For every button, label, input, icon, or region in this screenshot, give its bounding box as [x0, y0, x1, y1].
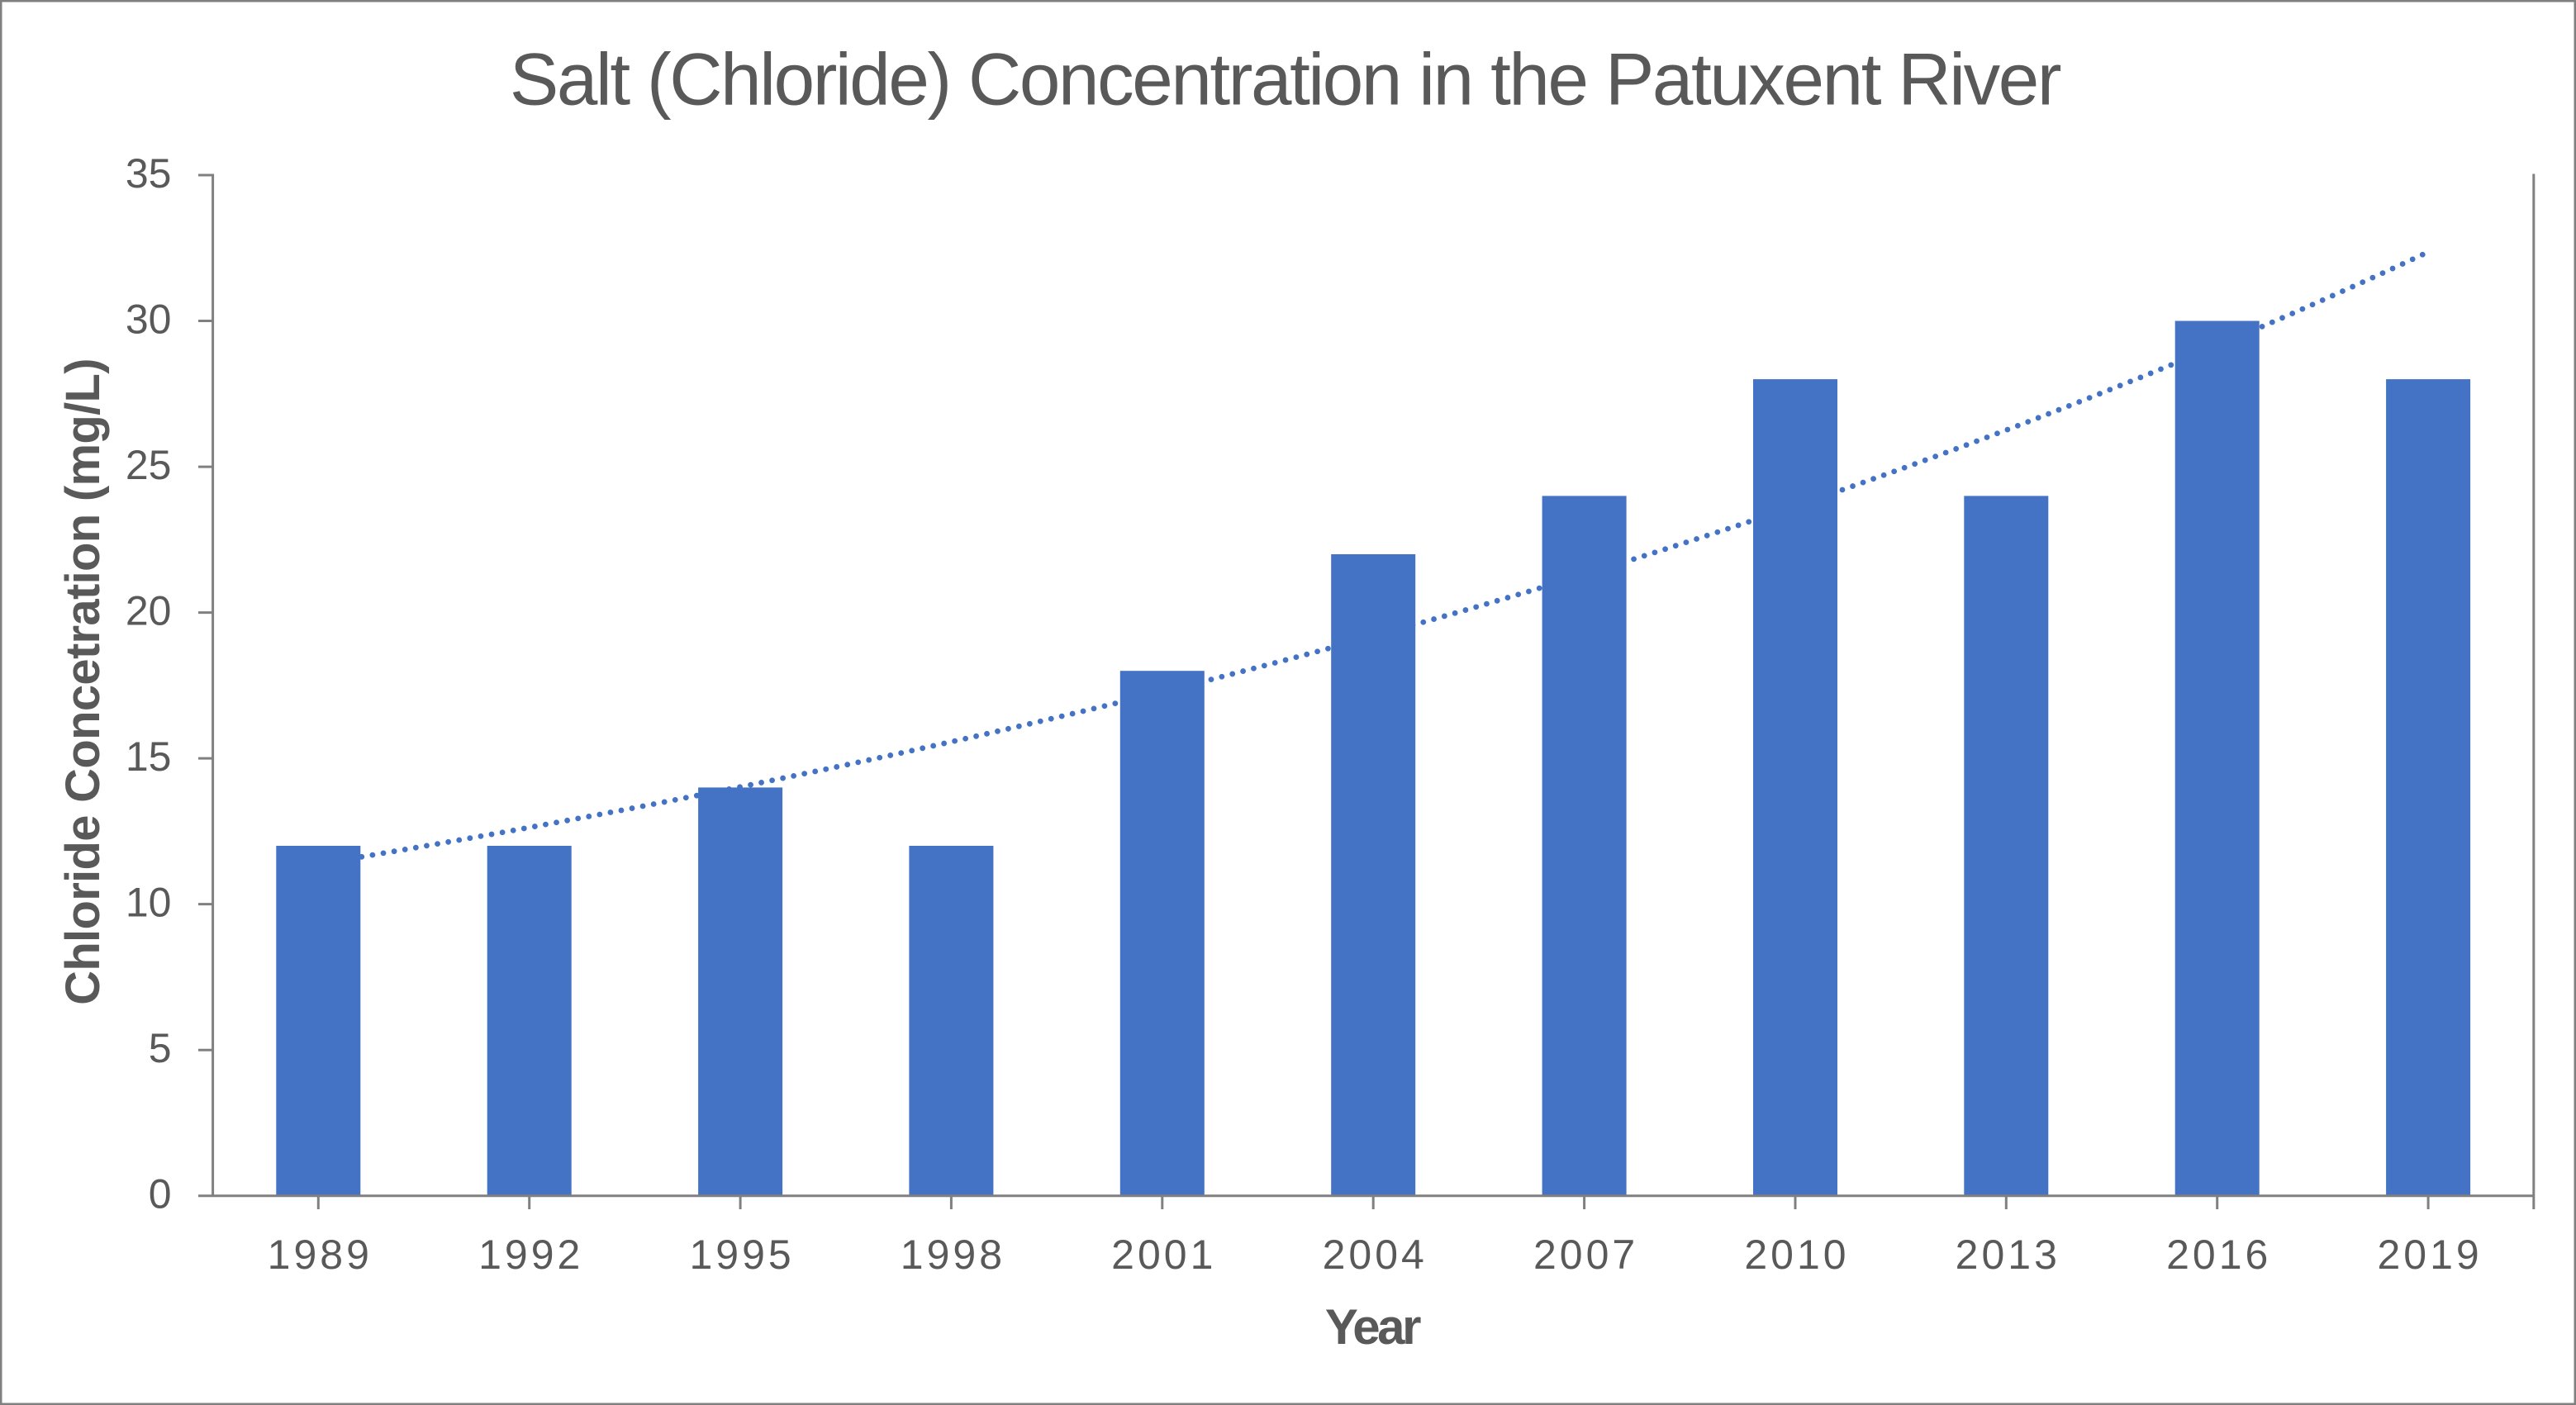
svg-text:2013: 2013 — [1956, 1232, 2060, 1278]
svg-text:1992: 1992 — [478, 1232, 583, 1278]
svg-text:Year: Year — [1325, 1299, 1421, 1355]
svg-text:2010: 2010 — [1744, 1232, 1849, 1278]
svg-text:2001: 2001 — [1111, 1232, 1216, 1278]
svg-text:2004: 2004 — [1323, 1232, 1428, 1278]
svg-text:10: 10 — [126, 880, 172, 926]
svg-text:2007: 2007 — [1533, 1232, 1638, 1278]
svg-text:Chloride Concetration (mg/L): Chloride Concetration (mg/L) — [56, 358, 110, 1005]
svg-text:15: 15 — [126, 733, 172, 780]
svg-text:2016: 2016 — [2166, 1232, 2271, 1278]
svg-text:2019: 2019 — [2377, 1232, 2482, 1278]
svg-text:1989: 1989 — [268, 1232, 373, 1278]
svg-text:20: 20 — [126, 588, 172, 634]
svg-text:5: 5 — [149, 1025, 172, 1071]
svg-text:Salt (Chloride) Concentration: Salt (Chloride) Concentration in the Pat… — [510, 38, 2061, 121]
svg-text:1995: 1995 — [689, 1232, 794, 1278]
svg-text:25: 25 — [126, 442, 172, 488]
svg-text:35: 35 — [126, 150, 172, 197]
svg-text:1998: 1998 — [901, 1232, 1005, 1278]
svg-text:30: 30 — [126, 297, 172, 343]
svg-text:0: 0 — [149, 1171, 172, 1218]
